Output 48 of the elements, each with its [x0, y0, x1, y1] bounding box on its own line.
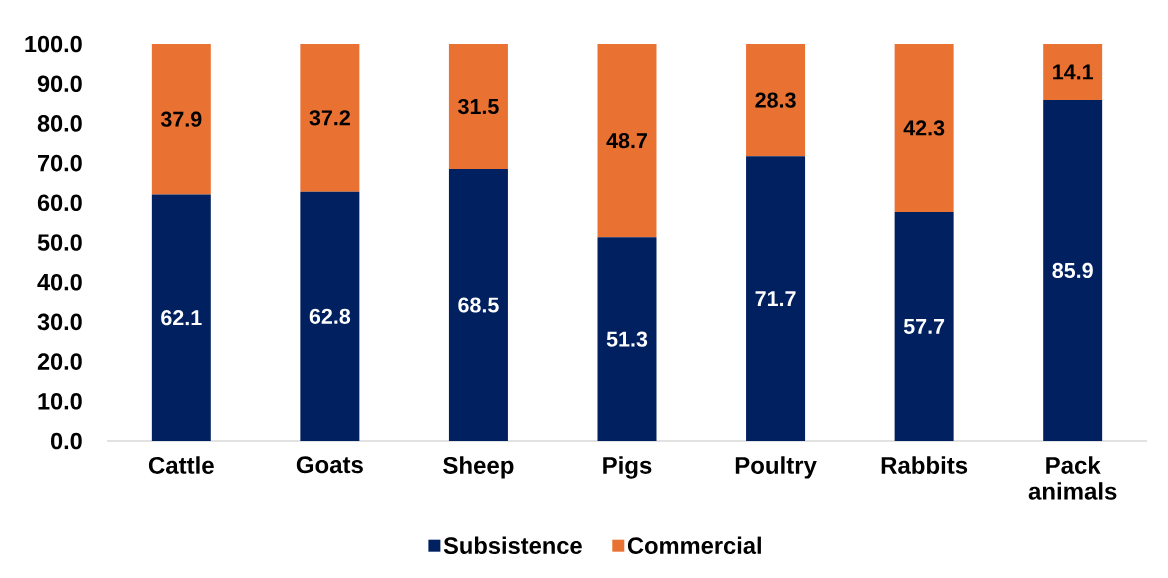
bar [300, 44, 360, 192]
y-tick-label: 90.0 [37, 75, 82, 93]
data-label: 71.7 [755, 291, 796, 307]
y-tick-label: 20.0 [37, 353, 82, 370]
y-tick-label: 30.0 [37, 313, 82, 331]
y-tick-label: 50.0 [37, 234, 82, 251]
legend-label: Commercial [627, 536, 761, 555]
data-label: 37.2 [309, 110, 350, 126]
data-label: 42.3 [903, 120, 945, 136]
y-tick-label: 80.0 [37, 115, 82, 132]
data-label: 28.3 [755, 92, 796, 108]
legend-label: Subsistence [443, 536, 582, 555]
bar [894, 211, 954, 441]
x-tick-label: Sheep [443, 456, 514, 479]
y-tick-label: 100.0 [25, 35, 82, 53]
bar [1043, 99, 1103, 441]
bar [151, 44, 211, 195]
data-label: 57.7 [903, 318, 945, 334]
bar [448, 169, 508, 441]
bar [300, 191, 360, 441]
bar [448, 44, 508, 170]
y-tick-label: 70.0 [38, 154, 82, 172]
data-label: 51.3 [606, 331, 648, 347]
data-label: 37.9 [160, 111, 202, 127]
bar [894, 44, 954, 212]
bar [746, 44, 806, 157]
y-tick-label: 60.0 [37, 194, 82, 212]
x-tick-label: Rabbits [881, 456, 968, 474]
bar [597, 237, 657, 441]
y-tick-label: 10.0 [38, 392, 82, 410]
x-tick-label: Cattle [148, 456, 214, 474]
bar [746, 156, 806, 441]
x-tick-label: Pigs [603, 456, 652, 479]
y-tick-label: 0.0 [51, 432, 82, 450]
data-label: 62.1 [161, 310, 202, 326]
x-tick-label: Goats [296, 456, 363, 474]
data-label: 68.5 [458, 297, 499, 313]
x-tick-label: Pack animals [1028, 456, 1117, 500]
data-label: 14.1 [1053, 64, 1094, 80]
data-label: 85.9 [1052, 262, 1093, 279]
y-tick-label: 40.0 [37, 273, 82, 291]
data-label: 48.7 [606, 133, 647, 149]
bar [1043, 44, 1103, 100]
bar [597, 44, 657, 238]
data-label: 31.5 [458, 98, 499, 115]
bar [151, 194, 211, 441]
data-label: 62.8 [309, 308, 351, 324]
x-tick-label: Poultry [735, 456, 817, 479]
